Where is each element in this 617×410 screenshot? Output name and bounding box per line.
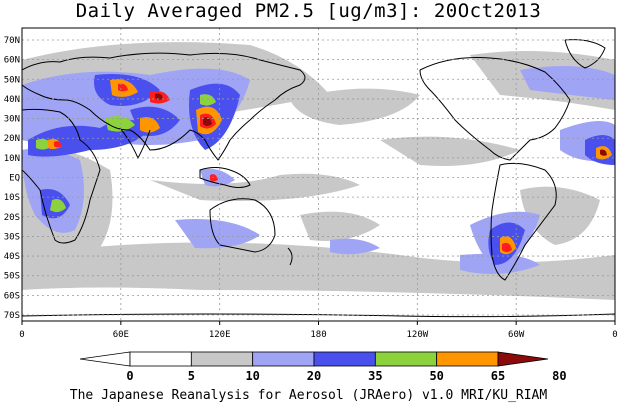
colorbar-label: 80 [552, 369, 566, 383]
lon-tick-label: 60E [113, 330, 129, 340]
colorbar: 0 5 10 20 35 50 65 80 [79, 351, 567, 383]
lat-tick-label: 10S [4, 193, 20, 203]
lon-tick-label: 0 [19, 330, 24, 340]
colorbar-swatch [129, 351, 192, 367]
lat-tick-label: 50N [4, 75, 20, 85]
colorbar-swatch [374, 351, 438, 367]
lon-tick-label: 120E [209, 330, 231, 340]
lat-tick-label: 10N [4, 154, 20, 164]
lat-tick-label: 60S [4, 291, 20, 301]
lat-tick-label: 60N [4, 56, 20, 66]
footer-credit: The Japanese Reanalysis for Aerosol (JRA… [69, 388, 548, 403]
lat-tick-label: EQ [9, 174, 20, 184]
colorbar-max-triangle [497, 351, 549, 367]
colorbar-label: 50 [429, 369, 443, 383]
lat-tick-label: 40S [4, 252, 20, 262]
colorbar-label: 20 [307, 369, 321, 383]
colorbar-label: 10 [245, 369, 259, 383]
lat-tick-label: 20S [4, 213, 20, 223]
map-title: Daily Averaged PM2.5 [ug/m3]: 20Oct2013 [75, 0, 542, 22]
colorbar-label: 5 [188, 369, 195, 383]
lon-tick-label: 180 [310, 330, 326, 340]
colorbar-label: 35 [368, 369, 382, 383]
latitude-labels: 70N 60N 50N 40N 30N 20N 10N EQ 10S 20S 30S 40S 50S 60… [4, 36, 20, 321]
colorbar-label: 65 [491, 369, 505, 383]
colorbar-swatch [436, 351, 499, 367]
longitude-labels: 0 60E 120E 180 120W 60W 0 [19, 321, 617, 340]
lat-tick-label: 30N [4, 115, 20, 125]
lat-tick-label: 70S [4, 311, 20, 321]
lat-tick-label: 30S [4, 232, 20, 242]
colorbar-swatch [313, 351, 376, 367]
lon-tick-label: 0 [612, 330, 617, 340]
gridlines [22, 28, 615, 321]
lat-tick-label: 40N [4, 95, 20, 105]
lat-tick-label: 50S [4, 272, 20, 282]
concentration-field [22, 42, 615, 300]
lat-tick-label: 70N [4, 36, 20, 46]
colorbar-label: 0 [126, 369, 133, 383]
lon-tick-label: 60W [508, 330, 525, 340]
lon-tick-label: 120W [406, 330, 428, 340]
colorbar-min-triangle [79, 351, 131, 367]
lat-tick-label: 20N [4, 134, 20, 144]
colorbar-swatch [252, 351, 315, 367]
colorbar-swatch [190, 351, 254, 367]
